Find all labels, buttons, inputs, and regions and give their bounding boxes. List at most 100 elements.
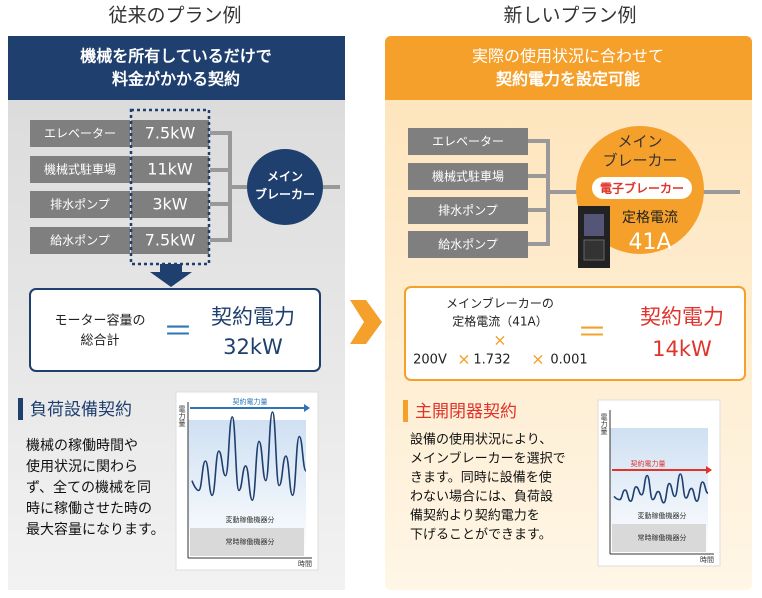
rated-text: 定格電流 <box>622 210 678 226</box>
formula-text: モーター容量の <box>54 313 145 329</box>
equipment-name: 機械式駐車場 <box>44 162 116 177</box>
description-line: 設備の使用状況により、 <box>410 432 552 448</box>
graph-curve <box>191 411 307 502</box>
arrow <box>350 300 382 344</box>
band-label: 変動稼働機器分 <box>638 511 687 520</box>
formula-result: 32kW <box>223 335 283 359</box>
description-line: 下げることができます。 <box>410 528 552 543</box>
formula-text: メインブレーカーの <box>446 296 554 311</box>
y-label: 電力量 <box>178 406 186 427</box>
equipment-power: 11kW <box>147 160 193 179</box>
equipment-name: エレベーター <box>44 127 116 141</box>
line-label: 契約電力量 <box>233 397 268 406</box>
formula-box <box>404 286 746 381</box>
breaker-text: ブレーカー <box>255 187 315 202</box>
x-label: 時間 <box>298 560 312 568</box>
breaker <box>247 149 323 225</box>
pill <box>592 177 692 199</box>
formula-result: 14kW <box>652 337 712 361</box>
banner-text: 料金がかかる契約 <box>112 70 240 89</box>
line-label: 契約電力量 <box>631 459 666 468</box>
x-label: 時間 <box>700 556 714 564</box>
pill-text: 電子ブレーカー <box>600 181 684 196</box>
section-bar <box>403 400 408 422</box>
banner <box>8 36 345 100</box>
formula-text: 定格電流（41A） <box>452 314 547 329</box>
connector <box>210 131 340 242</box>
breaker-text: メイン <box>617 133 662 151</box>
rated-value: 41A <box>628 230 671 255</box>
equipment-box <box>408 197 528 224</box>
band-label: 常時稼働機器分 <box>226 537 275 546</box>
description-line: 機械の稼働時間や <box>26 438 138 454</box>
power-box <box>131 156 209 183</box>
section-title: 主開閉器契約 <box>415 402 517 422</box>
banner-text: 機械を所有しているだけで <box>80 47 272 66</box>
equipment-name: 排水ポンプ <box>438 204 498 218</box>
equipment-power: 7.5kW <box>145 231 196 250</box>
description-line: 備契約より契約電力を <box>410 508 540 524</box>
equipment-name: 機械式駐車場 <box>432 169 504 184</box>
equipment-box <box>30 156 130 183</box>
breaker-text: メイン <box>267 170 303 184</box>
description-line: 最大容量になります。 <box>26 521 165 538</box>
description-line: 時に稼働させた時の <box>26 501 152 517</box>
contract-arrow <box>304 404 310 412</box>
band-label: 変動稼働機器分 <box>226 515 275 524</box>
equipment-power: 7.5kW <box>145 124 196 143</box>
equipment-list: エレベーター 7.5kW 機械式駐車場 11kW 排水ポンプ 3kW 給水ポンプ 7.5kW <box>30 120 209 254</box>
equipment-box <box>30 120 130 147</box>
equipment-box <box>408 231 528 258</box>
description-line: きます。同時に設備を使 <box>410 470 552 486</box>
formula-text: 1.732 <box>473 353 510 368</box>
formula-operator: × <box>457 350 470 369</box>
formula-operator: × <box>493 331 506 350</box>
equipment-box <box>30 191 130 218</box>
description: 機械の稼働時間や使用状況に関わらず、全ての機械を同時に稼働させた時の最大容量にな… <box>26 438 165 538</box>
description-line: わない場合には、負荷設 <box>410 489 553 505</box>
equipment-box <box>30 227 130 254</box>
formula-text: 0.001 <box>550 353 587 368</box>
graph-curve <box>613 473 709 504</box>
equipment-name: 給水ポンプ <box>438 238 498 252</box>
band-label: 常時稼働機器分 <box>638 533 687 542</box>
section-bar <box>18 398 23 420</box>
equipment-name: 排水ポンプ <box>50 198 110 212</box>
heading: 従来のプラン例 <box>108 5 241 27</box>
device-icon <box>584 214 604 236</box>
banner-text: 契約電力を設定可能 <box>495 70 640 89</box>
formula-text: 総合計 <box>80 333 119 349</box>
connector <box>528 139 740 246</box>
description: 設備の使用状況により、メインブレーカーを選択できます。同時に設備を使わない場合に… <box>410 432 566 543</box>
description-line: 使用状況に関わら <box>26 458 138 475</box>
equipment-box <box>408 163 528 190</box>
formula-text: 200V <box>413 353 447 368</box>
formula-operator: × <box>531 350 544 369</box>
equipment-box <box>408 128 528 155</box>
power-box <box>131 227 209 254</box>
equipment-power: 3kW <box>152 195 187 214</box>
breaker-text: ブレーカー <box>602 152 677 170</box>
equals: ＝ <box>577 316 607 351</box>
y-label: 電力量 <box>600 414 608 435</box>
formula-result: 契約電力 <box>640 305 724 329</box>
equipment-name: エレベーター <box>432 135 504 149</box>
band <box>190 528 304 556</box>
formula-result: 契約電力 <box>211 305 295 329</box>
formula-box <box>29 288 321 372</box>
power-box <box>131 120 209 147</box>
equals: ＝ <box>163 315 193 350</box>
contract-arrow <box>706 466 712 474</box>
band <box>612 524 706 552</box>
description-line: メインブレーカーを選択で <box>410 451 566 467</box>
heading: 新しいプラン例 <box>503 5 636 27</box>
device-icon <box>583 239 605 261</box>
arrow <box>150 264 192 287</box>
description-line: ず、全ての機械を同 <box>26 479 151 496</box>
banner-text: 実際の使用状況に合わせて <box>472 47 664 66</box>
power-box <box>131 191 209 218</box>
